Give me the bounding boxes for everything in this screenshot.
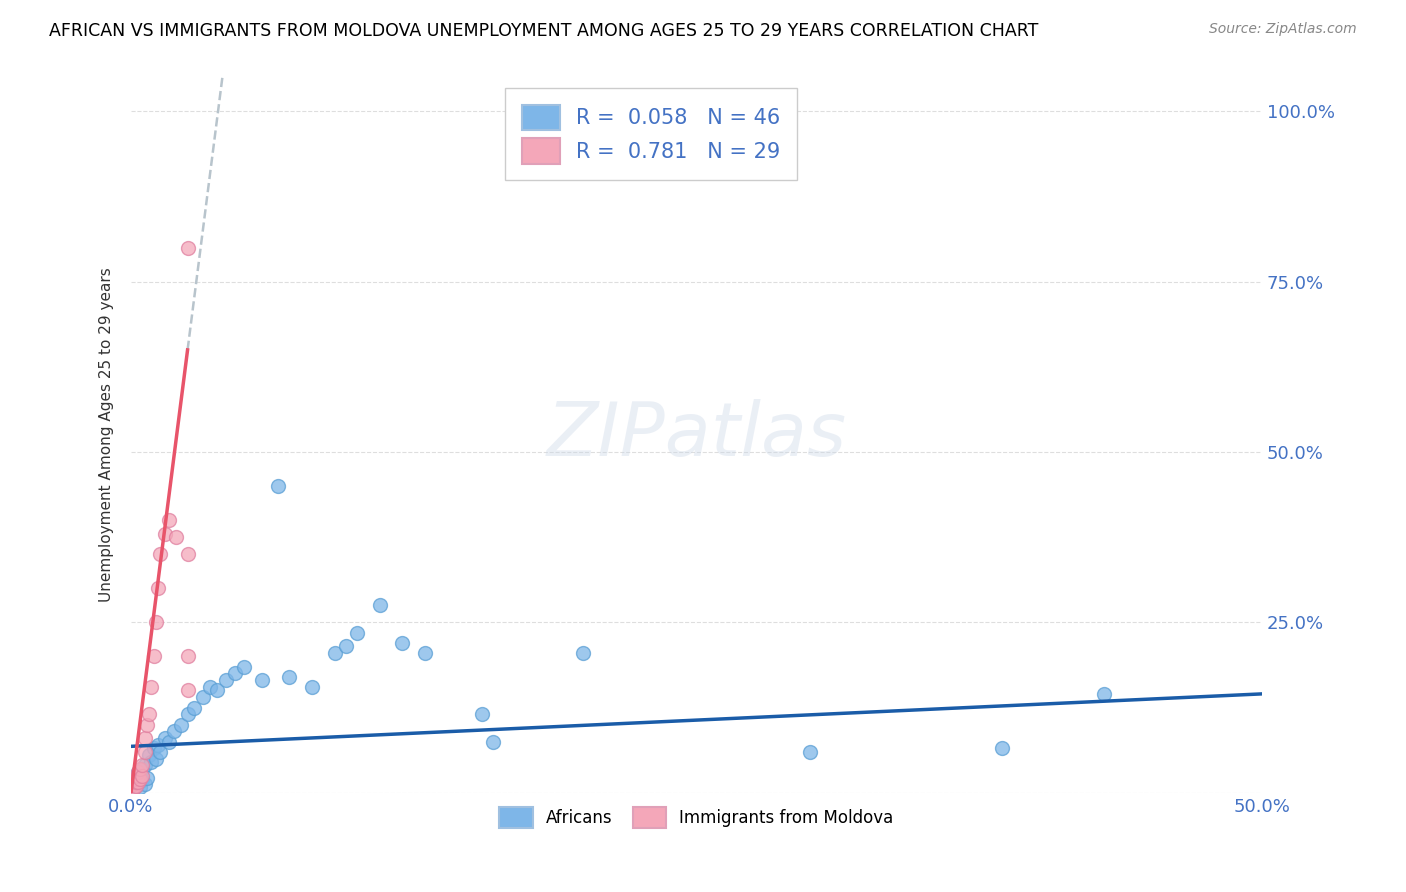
Point (799, 745, 821, 759)
Point (135, 771, 157, 785)
Point (124, 772, 146, 786)
Legend: Africans, Immigrants from Moldova: Africans, Immigrants from Moldova (492, 801, 900, 834)
Point (991, 741, 1014, 756)
Point (142, 741, 165, 756)
Point (146, 738, 169, 752)
Y-axis label: Unemployment Among Ages 25 to 29 years: Unemployment Among Ages 25 to 29 years (100, 268, 114, 602)
Point (129, 780, 152, 795)
Point (149, 745, 172, 759)
Text: Source: ZipAtlas.com: Source: ZipAtlas.com (1209, 22, 1357, 37)
Point (127, 765, 149, 780)
Point (122, 777, 145, 791)
Point (176, 547, 198, 561)
Point (145, 751, 167, 765)
Point (122, 780, 145, 795)
Point (131, 758, 153, 772)
Point (122, 782, 145, 797)
Point (346, 625, 368, 640)
Point (267, 479, 290, 493)
Point (129, 772, 152, 786)
Point (134, 777, 156, 791)
Text: AFRICAN VS IMMIGRANTS FROM MOLDOVA UNEMPLOYMENT AMONG AGES 25 TO 29 YEARS CORREL: AFRICAN VS IMMIGRANTS FROM MOLDOVA UNEMP… (49, 22, 1039, 40)
Point (198, 680, 221, 694)
Point (142, 649, 165, 664)
Point (134, 758, 156, 772)
Point (368, 599, 391, 613)
Point (335, 639, 357, 653)
Point (205, 683, 228, 698)
Point (127, 775, 149, 789)
Point (159, 734, 181, 748)
Point (215, 673, 238, 688)
Point (127, 775, 149, 789)
Point (165, 530, 187, 544)
Point (413, 646, 436, 660)
Point (138, 748, 160, 763)
Point (131, 762, 153, 776)
Point (250, 673, 273, 688)
Point (176, 241, 198, 255)
Point (176, 683, 198, 698)
Point (124, 779, 146, 793)
Point (129, 762, 152, 776)
Point (141, 755, 163, 769)
Point (131, 773, 153, 788)
Point (127, 769, 149, 783)
Point (146, 582, 169, 596)
Point (134, 745, 156, 759)
Point (135, 717, 157, 731)
Point (193, 690, 215, 705)
Point (183, 700, 205, 714)
Point (129, 769, 152, 783)
Point (301, 680, 323, 694)
Point (122, 782, 145, 797)
Point (224, 666, 246, 681)
Point (145, 615, 167, 630)
Point (176, 707, 198, 722)
Point (153, 731, 176, 746)
Point (124, 772, 146, 786)
Point (163, 724, 186, 739)
Point (1092, 687, 1115, 701)
Point (153, 526, 176, 541)
Point (176, 649, 198, 664)
Point (233, 659, 256, 673)
Point (127, 765, 149, 780)
Point (134, 731, 156, 746)
Point (124, 775, 146, 789)
Point (131, 769, 153, 783)
Point (149, 547, 172, 561)
Point (170, 717, 193, 731)
Point (278, 670, 301, 684)
Text: ZIPatlas: ZIPatlas (547, 399, 846, 471)
Point (391, 636, 413, 650)
Point (482, 734, 505, 748)
Point (572, 646, 595, 660)
Point (323, 646, 346, 660)
Point (159, 513, 181, 527)
Point (124, 779, 146, 793)
Point (141, 680, 163, 694)
Point (471, 707, 494, 722)
Point (138, 707, 160, 722)
